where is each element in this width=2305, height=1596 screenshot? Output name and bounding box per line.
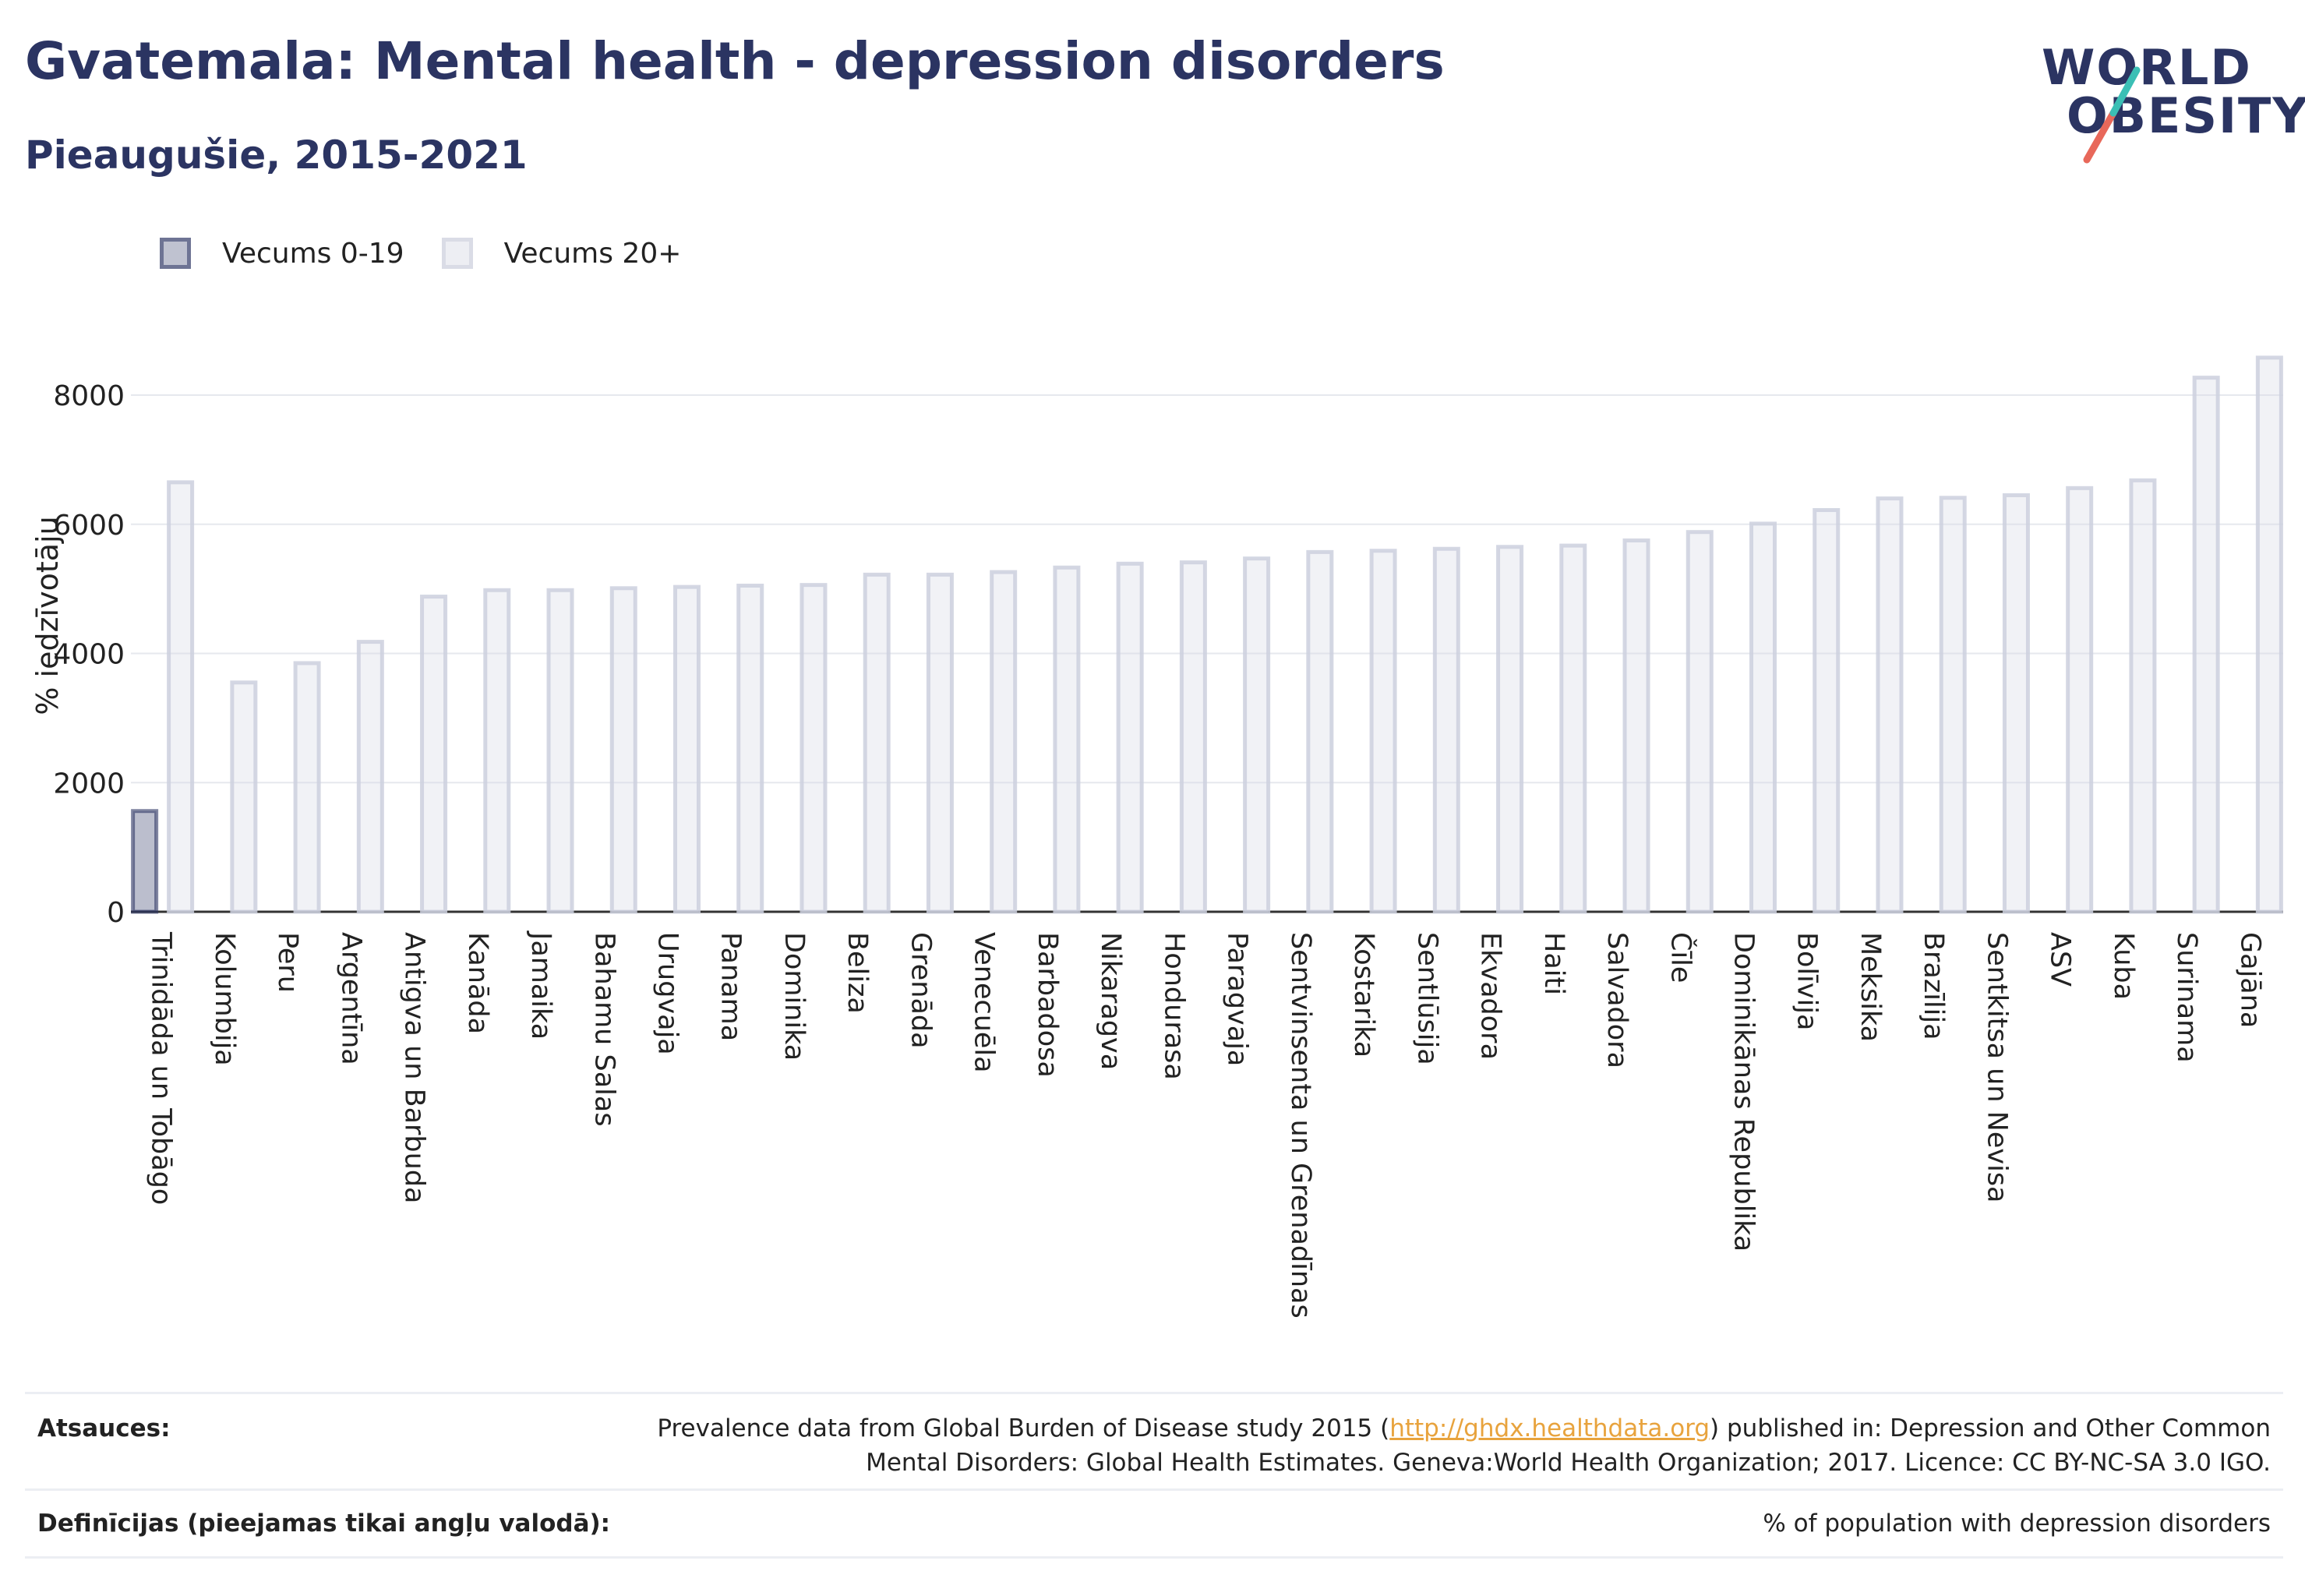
y-tick-label: 8000 [53, 380, 125, 412]
bar-age-20-plus [2255, 355, 2283, 914]
bar-age-20-plus [2002, 493, 2030, 914]
x-tick-label: Ekvadora [1475, 932, 1506, 1060]
bar-age-20-plus [1179, 560, 1207, 914]
x-tick-label: Salvadora [1601, 932, 1633, 1068]
sources-row: Atsauces: Prevalence data from Global Bu… [25, 1392, 2283, 1491]
x-tick-label: Paragvaja [1222, 932, 1253, 1066]
x-tick-label: ASV [2045, 932, 2076, 987]
bar-age-20-plus [1622, 538, 1650, 914]
x-tick-label: Jamaika [525, 930, 556, 1040]
bar-age-20-plus [926, 572, 954, 914]
bar-age-20-plus [1053, 565, 1081, 914]
bar-age-20-plus [1559, 543, 1587, 914]
legend-label-age-0-19: Vecums 0-19 [222, 237, 404, 270]
x-tick-label: Sentvinsenta un Grenadīnas [1285, 932, 1316, 1319]
y-tick-label: 6000 [53, 510, 125, 542]
x-tick-label: Čīle [1664, 932, 1697, 983]
x-tick-label: Dominikānas Republika [1728, 932, 1760, 1252]
bar-age-20-plus [1496, 545, 1524, 914]
x-tick-label: Panama [715, 932, 747, 1041]
bar-age-20-plus [2129, 478, 2157, 914]
x-tick-label: Surinama [2171, 932, 2202, 1063]
bar-age-20-plus [1813, 508, 1841, 914]
chart-legend: Vecums 0-19 Vecums 20+ [160, 230, 718, 277]
x-tick-label: Bolīvija [1791, 932, 1823, 1030]
sources-post: ) published in: Depression and Other Com… [1710, 1414, 2271, 1442]
bar-age-20-plus [2066, 486, 2094, 914]
y-axis-label: % iedzīvotāju [30, 516, 65, 715]
chart-title: Gvatemala: Mental health - depression di… [25, 31, 1445, 91]
sources-line2: Mental Disorders: Global Health Estimate… [866, 1449, 2271, 1477]
logo-line1: WORLD [2042, 39, 2252, 96]
bar-age-20-plus [736, 583, 764, 914]
bar-age-20-plus [1306, 549, 1334, 914]
y-tick-label: 2000 [53, 768, 125, 800]
x-tick-label: Kolumbija [209, 932, 240, 1066]
x-tick-label: Gajāna [2234, 932, 2265, 1028]
bar-age-20-plus [293, 661, 321, 914]
bar-age-20-plus [1876, 496, 1904, 914]
x-tick-label: Sentkitsa un Nevisa [1981, 932, 2012, 1203]
legend-label-age-20-plus: Vecums 20+ [503, 237, 682, 270]
sources-label: Atsauces: [37, 1414, 171, 1442]
x-tick-label: Kanāda [462, 932, 493, 1034]
bar-age-20-plus [1749, 521, 1777, 914]
bar-age-0-19 [131, 809, 159, 914]
legend-item-age-0-19[interactable]: Vecums 0-19 [160, 238, 404, 270]
sources-link[interactable]: http://ghdx.healthdata.org [1389, 1414, 1710, 1442]
x-tick-label: Urugvaja [652, 932, 683, 1055]
legend-swatch-age-20-plus [441, 238, 473, 269]
bar-age-20-plus [673, 584, 701, 914]
x-tick-label: Peru [272, 932, 303, 993]
x-tick-label: Barbadosa [1032, 932, 1063, 1078]
x-tick-label: Hondurasa [1158, 932, 1189, 1080]
bar-age-20-plus [609, 586, 637, 914]
definitions-row: Definīcijas (pieejamas tikai angļu valod… [25, 1488, 2283, 1559]
bar-age-20-plus [800, 583, 828, 914]
x-tick-label: Sentlūsija [1411, 932, 1442, 1065]
x-tick-label: Kuba [2108, 932, 2139, 1000]
bar-age-20-plus [990, 570, 1018, 914]
x-tick-label: Trinidāda un Tobāgo [146, 931, 177, 1205]
x-tick-label: Bahamu Salas [588, 932, 619, 1127]
x-tick-label: Venecuēla [969, 932, 1000, 1073]
x-tick-label: Meksika [1855, 932, 1886, 1042]
bar-age-20-plus [356, 640, 384, 914]
bar-age-20-plus [1243, 556, 1271, 914]
bar-age-20-plus [1939, 496, 1967, 914]
bar-chart: 0 2000 4000 6000 8000 % iedzīvotāju Trinidāda … [30, 355, 2283, 1319]
world-obesity-logo: WORLD OBESITY [2026, 39, 2305, 171]
x-tick-label: Kostarika [1348, 932, 1379, 1058]
sources-text: Prevalence data from Global Burden of Di… [657, 1411, 2271, 1480]
bar-age-20-plus [1432, 546, 1460, 914]
x-tick-label: Argentīna [335, 932, 366, 1065]
bar-age-20-plus [546, 588, 574, 914]
x-tick-label: Antigva un Barbuda [399, 932, 430, 1203]
bar-age-20-plus [1369, 549, 1397, 914]
legend-swatch-age-0-19 [160, 238, 191, 269]
x-tick-label: Beliza [842, 932, 873, 1014]
x-tick-label: Haiti [1538, 932, 1569, 995]
x-tick-label: Dominika [778, 932, 810, 1061]
logo-slash-icon [2083, 66, 2141, 164]
definitions-label: Definīcijas (pieejamas tikai angļu valod… [37, 1509, 611, 1538]
bar-age-20-plus [167, 480, 195, 914]
bar-age-20-plus [420, 595, 448, 914]
bar-age-20-plus [1686, 530, 1714, 914]
bar-age-20-plus [230, 680, 258, 914]
x-tick-label: Nikaragva [1095, 932, 1126, 1070]
x-tick-label: Grenāda [905, 932, 936, 1049]
bar-age-20-plus [483, 588, 511, 914]
y-tick-label: 4000 [53, 639, 125, 671]
sources-pre: Prevalence data from Global Burden of Di… [657, 1414, 1390, 1442]
definitions-value: % of population with depression disorder… [1763, 1509, 2271, 1538]
x-tick-label: Brazīlija [1918, 932, 1949, 1040]
bar-age-20-plus [2192, 376, 2220, 914]
bar-age-20-plus [1116, 561, 1144, 914]
chart-subtitle: Pieaugušie, 2015-2021 [25, 132, 528, 178]
y-tick-label: 0 [107, 897, 125, 929]
logo-line2: OBESITY [2067, 87, 2305, 144]
bar-age-20-plus [863, 572, 891, 914]
legend-item-age-20-plus[interactable]: Vecums 20+ [441, 237, 682, 270]
